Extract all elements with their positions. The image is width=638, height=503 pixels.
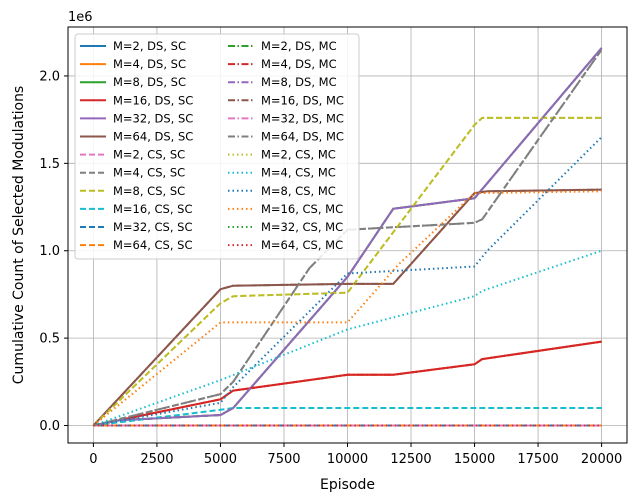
legend-label: M=8, DS, MC bbox=[261, 75, 337, 89]
x-tick-label: 7500 bbox=[267, 452, 300, 467]
legend: M=2, DS, SC M=4, DS, SC M=8, DS, SC M=16, D… bbox=[74, 33, 360, 260]
legend-label: M=16, DS, SC bbox=[113, 93, 193, 107]
y-tick-label: 0.0 bbox=[39, 419, 60, 434]
legend-label: M=32, DS, MC bbox=[261, 111, 344, 125]
x-tick-label: 5000 bbox=[204, 452, 237, 467]
x-tick-label: 10000 bbox=[327, 452, 368, 467]
series-line-m-4-cs-mc bbox=[93, 249, 602, 427]
legend-label: M=64, DS, MC bbox=[261, 130, 344, 144]
legend-label: M=4, DS, MC bbox=[261, 57, 337, 71]
legend-label: M=4, CS, SC bbox=[113, 166, 185, 180]
y-multiplier: 1e6 bbox=[68, 10, 93, 25]
series-line-m-8-ds-mc bbox=[93, 47, 603, 427]
series-line-m-4-ds-mc bbox=[93, 340, 602, 427]
legend-label: M=2, DS, SC bbox=[113, 39, 186, 53]
legend-box bbox=[74, 33, 360, 260]
legend-label: M=8, DS, SC bbox=[113, 75, 186, 89]
series-line-m-16-cs-mc bbox=[92, 190, 602, 427]
legend-label: M=2, CS, SC bbox=[113, 148, 185, 162]
legend-label: M=64, CS, SC bbox=[113, 238, 192, 252]
y-tick-label: 1.0 bbox=[39, 244, 60, 259]
legend-label: M=16, CS, SC bbox=[113, 202, 192, 216]
legend-label: M=2, DS, MC bbox=[261, 39, 337, 53]
legend-label: M=2, CS, MC bbox=[261, 148, 336, 162]
legend-label: M=4, DS, SC bbox=[113, 57, 186, 71]
legend-label: M=64, DS, SC bbox=[113, 130, 193, 144]
legend-label: M=64, CS, MC bbox=[261, 238, 343, 252]
legend-label: M=32, CS, MC bbox=[261, 220, 343, 234]
legend-label: M=32, CS, SC bbox=[113, 220, 192, 234]
series-line-m-16-ds-mc bbox=[92, 188, 602, 427]
series-lines bbox=[92, 47, 603, 427]
axis-ticks: 0 2500 5000 7500 10000 12500 15000 17500 20000 0.… bbox=[39, 69, 622, 467]
legend-label: M=32, DS, SC bbox=[113, 111, 193, 125]
legend-label: M=8, CS, MC bbox=[261, 184, 336, 198]
x-tick-label: 0 bbox=[89, 452, 97, 467]
y-tick-label: 2.0 bbox=[39, 69, 60, 84]
y-tick-label: 1.5 bbox=[39, 157, 60, 172]
series-line-m-2-cs-mc bbox=[92, 116, 602, 427]
x-tick-label: 12500 bbox=[390, 452, 431, 467]
legend-label: M=16, CS, MC bbox=[261, 202, 343, 216]
legend-label: M=16, DS, MC bbox=[261, 93, 344, 107]
x-tick-label: 17500 bbox=[517, 452, 558, 467]
y-axis-label: Cumulative Count of Selected Modulations bbox=[11, 86, 27, 384]
x-tick-label: 2500 bbox=[140, 452, 173, 467]
x-axis-label: Episode bbox=[320, 477, 375, 493]
x-tick-label: 20000 bbox=[581, 452, 622, 467]
legend-label: M=4, CS, MC bbox=[261, 166, 336, 180]
x-tick-label: 15000 bbox=[454, 452, 495, 467]
legend-label: M=8, CS, SC bbox=[113, 184, 185, 198]
y-tick-label: 0.5 bbox=[39, 332, 60, 347]
